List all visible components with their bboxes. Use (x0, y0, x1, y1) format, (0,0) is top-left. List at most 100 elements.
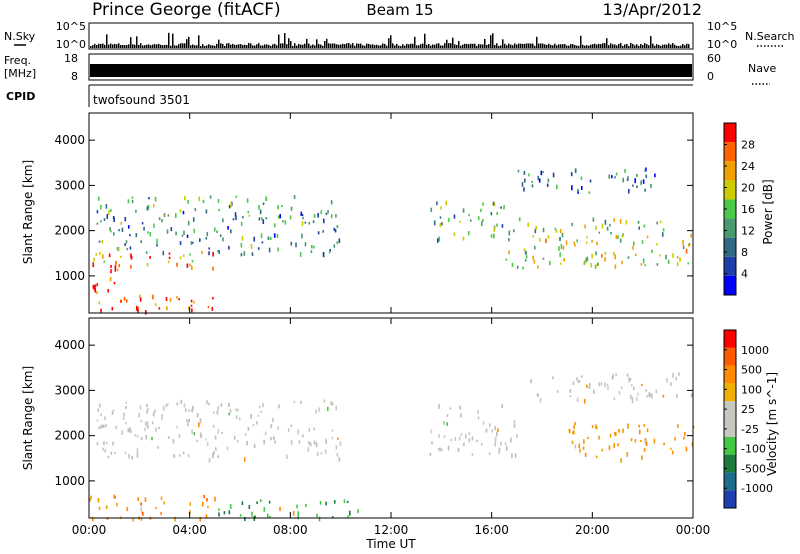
radar-return (108, 253, 111, 258)
radar-return (114, 266, 117, 272)
radar-return (601, 223, 604, 229)
radar-return (258, 204, 260, 210)
nsky-bar (360, 43, 362, 48)
radar-return (590, 263, 593, 268)
radar-return (277, 205, 279, 210)
radar-return (578, 380, 581, 383)
radar-return (316, 513, 318, 518)
radar-return (317, 231, 320, 235)
radar-return (192, 217, 195, 222)
radar-return (155, 507, 157, 510)
radar-return (96, 291, 98, 294)
radar-return (285, 454, 288, 460)
radar-return (613, 218, 616, 222)
nsky-bar (198, 35, 200, 48)
radar-return (114, 495, 116, 499)
radar-return (137, 497, 140, 502)
nsky-bar (500, 45, 502, 48)
radar-return (598, 435, 600, 440)
nsky-bar (362, 45, 364, 48)
nsky-bar (474, 43, 476, 48)
nsky-bar (416, 45, 418, 48)
nsky-bar (226, 43, 228, 48)
radar-return (290, 206, 293, 211)
radar-return (453, 232, 456, 236)
radar-return (574, 444, 577, 449)
radar-return (247, 210, 250, 214)
radar-return (571, 440, 574, 445)
radar-return (260, 499, 262, 503)
radar-return (208, 457, 211, 463)
nsky-bar (376, 44, 378, 48)
radar-return (260, 410, 262, 414)
nsky-bar (106, 34, 108, 48)
radar-return (120, 221, 123, 225)
radar-return (100, 413, 102, 417)
radar-return (494, 426, 496, 431)
colorbar-segment (724, 161, 736, 181)
radar-return (568, 428, 571, 434)
nsky-bar (462, 44, 464, 48)
nsky-bar (330, 43, 332, 48)
nsky-bar (292, 45, 294, 48)
radar-return (222, 218, 224, 223)
radar-return (500, 441, 502, 446)
radar-return (240, 221, 243, 226)
nsky-bar (298, 43, 300, 48)
radar-return (675, 376, 678, 381)
nsky-bar (612, 44, 614, 48)
radar-return (247, 426, 250, 431)
radar-return (189, 253, 191, 256)
x-tick-label: 08:00 (273, 523, 308, 537)
radar-return (105, 204, 108, 209)
radar-return (138, 413, 140, 418)
radar-return (229, 504, 232, 509)
radar-return (127, 225, 130, 229)
radar-return (615, 432, 617, 436)
radar-return (601, 254, 603, 258)
nsky-bar (316, 39, 318, 48)
radar-return (325, 501, 327, 506)
radar-return (191, 241, 194, 244)
radar-return (124, 451, 127, 455)
nsky-bar (682, 44, 684, 48)
radar-return (162, 405, 165, 411)
nsky-bar (432, 44, 434, 48)
radar-return (438, 434, 440, 438)
radar-return (327, 209, 329, 214)
radar-return (661, 232, 664, 237)
radar-return (615, 372, 617, 377)
radar-return (447, 445, 450, 451)
radar-return (158, 307, 161, 310)
radar-return (137, 309, 139, 314)
nsky-bar (650, 36, 652, 48)
radar-return (326, 406, 329, 412)
radar-return (609, 223, 611, 227)
radar-return (262, 219, 265, 225)
radar-return (683, 436, 685, 440)
radar-return (214, 435, 217, 440)
radar-return (115, 260, 117, 265)
radar-return (604, 251, 607, 255)
nsky-bar (182, 43, 184, 48)
radar-return (301, 214, 304, 217)
radar-return (190, 304, 193, 307)
radar-return (106, 213, 109, 219)
nsky-bar (290, 41, 292, 48)
radar-return (205, 237, 208, 240)
radar-return (453, 214, 456, 219)
radar-return (640, 263, 643, 266)
radar-return (589, 179, 592, 183)
radar-return (573, 424, 575, 430)
radar-return (501, 403, 504, 408)
radar-return (357, 509, 359, 514)
velocity-data (89, 372, 695, 522)
radar-return (613, 443, 615, 448)
nsky-bar (162, 45, 164, 48)
radar-return (651, 249, 653, 254)
nsky-bar (368, 43, 370, 48)
nsky-bar (644, 43, 646, 48)
radar-return (471, 452, 474, 456)
velocity-ylabel: Slant Range [km] (21, 366, 35, 470)
radar-return (490, 212, 493, 216)
